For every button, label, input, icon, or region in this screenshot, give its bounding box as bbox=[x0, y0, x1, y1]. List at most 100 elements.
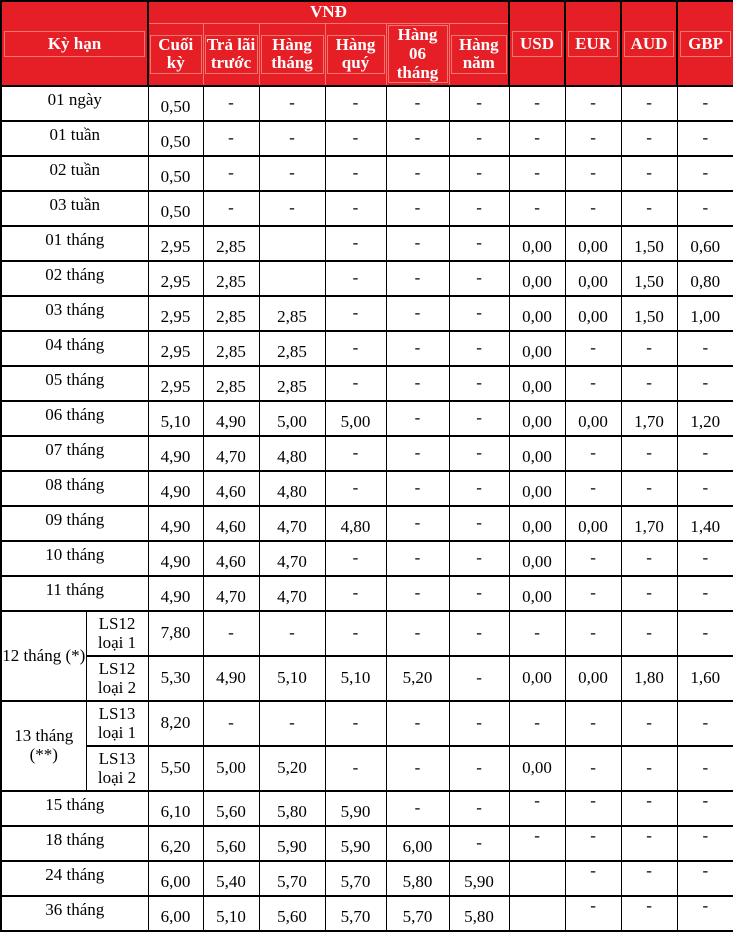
rate-cell: 6,00 bbox=[385, 825, 450, 862]
table-row: 10 tháng 4,90 4,60 4,70- - -0,00- - - bbox=[0, 540, 733, 577]
rate-cell: 1,40 bbox=[676, 505, 733, 542]
rate-cell: - bbox=[564, 120, 622, 157]
rate-cell: - bbox=[258, 120, 326, 157]
rate-cell: 5,90 bbox=[258, 825, 326, 862]
term-cell: 02 tháng bbox=[0, 260, 149, 297]
table-row: LS12 loại 2 5,30 4,90 5,10 5,10 5,20-0,00 0,00… bbox=[1, 655, 733, 702]
table-row: 01 ngày 0,50- - - - - - - - - bbox=[0, 85, 733, 122]
rate-cell: 1,70 bbox=[620, 400, 678, 437]
rate-cell: 4,90 bbox=[147, 435, 204, 472]
rate-cell: - bbox=[676, 745, 733, 792]
rate-cell bbox=[258, 225, 326, 262]
term-cell: 10 tháng bbox=[0, 540, 149, 577]
column-header-monthly: Hàng tháng bbox=[258, 22, 326, 87]
column-header-term-label: Kỳ hạn bbox=[4, 30, 146, 57]
column-header-quarterly: Hàng quý bbox=[324, 22, 387, 87]
table-row: 02 tuần 0,50- - - - - - - - - bbox=[0, 155, 733, 192]
rate-cell: - bbox=[508, 825, 566, 862]
rate-cell: 0,00 bbox=[508, 330, 566, 367]
rate-cell: - bbox=[448, 190, 510, 227]
column-header-aud: AUD bbox=[620, 0, 678, 87]
rate-cell: 4,90 bbox=[147, 470, 204, 507]
rate-cell: 2,85 bbox=[258, 295, 326, 332]
rate-cell: - bbox=[620, 85, 678, 122]
rate-cell: 5,70 bbox=[324, 895, 387, 932]
rate-cell: 5,80 bbox=[448, 895, 510, 932]
rate-cell: 4,80 bbox=[324, 505, 387, 542]
term-cell: 09 tháng bbox=[0, 505, 149, 542]
rate-cell: 6,10 bbox=[147, 790, 204, 827]
rate-cell: 4,90 bbox=[147, 540, 204, 577]
rate-cell: - bbox=[385, 610, 450, 657]
rate-cell: 4,60 bbox=[202, 505, 260, 542]
rate-cell: 5,90 bbox=[324, 825, 387, 862]
column-header-every-6-months: Hàng 06 tháng bbox=[385, 22, 450, 87]
rate-cell: - bbox=[324, 435, 387, 472]
rate-cell: - bbox=[324, 575, 387, 612]
rate-cell: 1,60 bbox=[676, 655, 733, 702]
rate-cell: 5,00 bbox=[202, 745, 260, 792]
rate-cell: 4,60 bbox=[202, 470, 260, 507]
rate-cell: - bbox=[508, 85, 566, 122]
rate-cell: 4,90 bbox=[147, 505, 204, 542]
rate-cell: 0,80 bbox=[676, 260, 733, 297]
rate-cell: - bbox=[448, 400, 510, 437]
rate-cell: - bbox=[202, 120, 260, 157]
table-body: 01 ngày 0,50- - - - - - - - -01 tuần 0,50- - - - - - - - -… bbox=[0, 85, 733, 932]
rate-cell: 5,10 bbox=[324, 655, 387, 702]
rate-cell: 2,85 bbox=[202, 225, 260, 262]
rate-cell: 5,70 bbox=[324, 860, 387, 897]
rate-cell: 1,00 bbox=[676, 295, 733, 332]
rate-cell: 0,00 bbox=[508, 470, 566, 507]
rate-cell: 4,70 bbox=[258, 575, 326, 612]
rate-cell: - bbox=[324, 745, 387, 792]
rate-cell: 1,50 bbox=[620, 260, 678, 297]
rate-cell: 0,00 bbox=[508, 540, 566, 577]
rate-cell: - bbox=[385, 365, 450, 402]
rate-cell: - bbox=[448, 825, 510, 862]
rate-cell: - bbox=[676, 470, 733, 507]
rate-cell: 4,90 bbox=[202, 655, 260, 702]
rate-cell: - bbox=[508, 610, 566, 657]
rate-cell: - bbox=[564, 700, 622, 747]
rate-cell: - bbox=[385, 85, 450, 122]
rate-cell: - bbox=[324, 120, 387, 157]
rate-cell: - bbox=[620, 470, 678, 507]
rate-cell: - bbox=[385, 790, 450, 827]
column-header-interest-prepaid: Trả lãi trước bbox=[202, 22, 260, 87]
rate-cell: - bbox=[324, 470, 387, 507]
rate-cell: - bbox=[258, 155, 326, 192]
term-cell: 06 tháng bbox=[0, 400, 149, 437]
rate-cell: - bbox=[620, 330, 678, 367]
rate-cell: 5,00 bbox=[324, 400, 387, 437]
rate-cell: - bbox=[202, 190, 260, 227]
rate-cell: 5,10 bbox=[258, 655, 326, 702]
rate-cell: 1,80 bbox=[620, 655, 678, 702]
rate-cell: - bbox=[676, 540, 733, 577]
rate-cell: 0,00 bbox=[508, 655, 566, 702]
rate-cell: 4,80 bbox=[258, 435, 326, 472]
rate-cell: 5,60 bbox=[202, 825, 260, 862]
column-header-eur-label: EUR bbox=[568, 30, 619, 57]
rate-cell: - bbox=[676, 365, 733, 402]
rate-cell: - bbox=[324, 260, 387, 297]
rate-cell: - bbox=[620, 790, 678, 827]
table-row: 15 tháng 6,10 5,60 5,80 5,90- - - - - - bbox=[0, 790, 733, 827]
rate-cell: 2,85 bbox=[202, 330, 260, 367]
subterm-cell: LS12 loại 2 bbox=[85, 655, 149, 702]
rate-cell: 5,20 bbox=[258, 745, 326, 792]
table-row: 06 tháng 5,10 4,90 5,00 5,00- -0,00 0,00 1,70 1,… bbox=[0, 400, 733, 437]
rate-cell: 5,10 bbox=[202, 895, 260, 932]
column-header-usd-label: USD bbox=[512, 30, 563, 57]
column-header-gbp: GBP bbox=[676, 0, 733, 87]
rate-cell: - bbox=[620, 575, 678, 612]
rate-cell: 5,60 bbox=[258, 895, 326, 932]
rate-cell: 2,85 bbox=[202, 260, 260, 297]
rate-cell: 4,90 bbox=[147, 575, 204, 612]
rate-cell: - bbox=[620, 120, 678, 157]
rate-cell: - bbox=[676, 330, 733, 367]
rate-cell: 0,00 bbox=[508, 225, 566, 262]
rate-cell: - bbox=[324, 155, 387, 192]
rate-cell: - bbox=[620, 155, 678, 192]
